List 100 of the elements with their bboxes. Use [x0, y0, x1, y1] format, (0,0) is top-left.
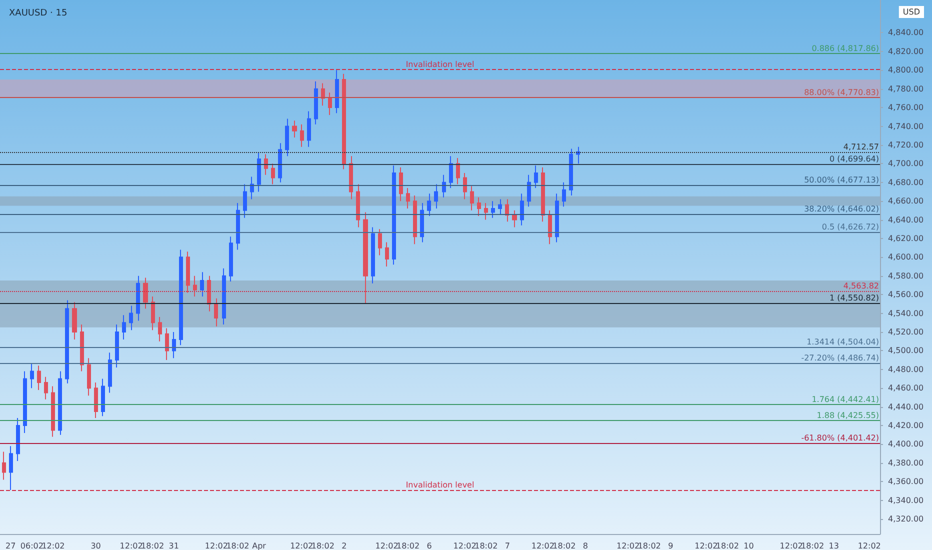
candlestick — [108, 352, 112, 394]
candlestick — [420, 202, 424, 243]
candlestick — [30, 363, 34, 389]
candlestick — [512, 210, 517, 228]
y-tick-label: 4,820.00 — [888, 46, 924, 56]
ref-line-label: 38.20% (4,646.02) — [804, 204, 879, 214]
x-tick-label: 12:02 — [858, 542, 881, 550]
y-tick-label: 4,660.00 — [888, 196, 924, 206]
x-tick-label: 13 — [828, 542, 839, 550]
x-tick-label: 18:02 — [311, 542, 334, 550]
candlestick — [179, 249, 183, 346]
candlestick — [555, 193, 559, 243]
ref-line-label: 1 (4,550.82) — [830, 294, 879, 303]
x-tick-label: 7 — [504, 542, 510, 550]
y-tick-label: 4,840.00 — [888, 28, 924, 38]
candlestick — [321, 82, 325, 106]
candlestick — [200, 272, 204, 297]
candlestick — [505, 198, 509, 222]
ref-line-label: 1.3414 (4,504.04) — [806, 337, 879, 346]
candlestick — [165, 328, 169, 361]
x-tick-label: 6 — [426, 542, 432, 550]
y-tick-label: 4,520.00 — [888, 327, 924, 336]
candlestick — [172, 331, 176, 359]
candlestick — [356, 184, 360, 228]
x-tick-label: 8 — [582, 542, 588, 550]
candlestick — [285, 118, 289, 157]
candlestick — [385, 242, 389, 268]
ref-line-label: 1.88 (4,425.55) — [816, 410, 879, 420]
candlestick — [371, 226, 375, 284]
candlestick — [158, 316, 162, 342]
x-tick-label: 2 — [342, 542, 347, 550]
y-tick-label: 4,540.00 — [888, 308, 924, 318]
candlestick — [16, 418, 20, 462]
y-tick-label: 4,600.00 — [888, 252, 924, 262]
ref-line-label: Invalidation level — [406, 60, 474, 70]
candlestick — [392, 165, 396, 266]
y-tick-label: 4,620.00 — [888, 234, 924, 243]
candlestick — [413, 194, 417, 245]
candlestick — [569, 148, 573, 196]
candlestick — [65, 300, 69, 384]
candlestick — [527, 174, 531, 208]
candlestick — [562, 182, 566, 208]
candlestick — [80, 324, 84, 372]
y-tick-label: 4,640.00 — [888, 215, 924, 224]
candlestick — [37, 365, 41, 390]
candlestick — [463, 172, 467, 200]
candlestick — [58, 370, 62, 436]
y-tick-label: 4,320.00 — [888, 514, 924, 524]
y-tick-label: 4,480.00 — [888, 364, 924, 374]
candlestick — [214, 298, 218, 327]
candlestick — [491, 200, 495, 218]
x-tick-label: 18:02 — [474, 542, 498, 550]
candlestick — [427, 193, 431, 217]
candlestick — [363, 212, 368, 304]
candlestick — [264, 154, 268, 176]
candlestick — [151, 296, 155, 331]
y-tick-label: 4,740.00 — [888, 122, 924, 131]
y-tick-label: 4,500.00 — [888, 346, 924, 356]
candlestick — [449, 156, 453, 188]
candlestick — [335, 70, 339, 114]
candlestick — [278, 142, 282, 183]
candlestick — [271, 163, 275, 185]
y-tick-label: 4,340.00 — [888, 496, 924, 505]
candlestick — [87, 358, 91, 396]
x-tick-label: 12:02 — [290, 542, 314, 550]
x-tick-label: 18:02 — [801, 542, 824, 550]
ref-line-label: 4,712.57 — [843, 142, 879, 152]
candlestick — [548, 210, 552, 245]
x-tick-label: 12:02 — [616, 542, 640, 550]
x-tick-label: 12:02 — [120, 542, 143, 550]
x-tick-label: 12:02 — [42, 542, 65, 550]
candlestick — [378, 228, 382, 256]
candlestick — [576, 146, 580, 164]
x-tick-label: Apr — [252, 542, 267, 550]
candlestick — [399, 166, 403, 202]
candlestick — [456, 158, 460, 185]
candlestick — [44, 376, 48, 400]
x-tick-label: 27 — [6, 542, 16, 550]
x-tick-label: 12:02 — [204, 542, 228, 550]
candlestick — [101, 378, 105, 417]
candlestick — [250, 176, 254, 200]
candlestick — [122, 314, 126, 340]
y-tick-label: 4,800.00 — [888, 66, 924, 75]
candlestick — [23, 370, 27, 434]
candlestick — [434, 184, 438, 210]
candlestick — [94, 382, 98, 419]
y-tick-label: 4,720.00 — [888, 140, 924, 150]
text: USD — [902, 8, 920, 16]
candlestick — [115, 324, 119, 368]
ref-line-label: 0.886 (4,817.86) — [812, 44, 879, 53]
x-tick-label: 9 — [668, 542, 674, 550]
x-tick-label: 18:02 — [716, 542, 739, 550]
x-tick-label: 18:02 — [141, 542, 164, 550]
ref-line-label: 0 (4,699.64) — [830, 154, 879, 164]
y-tick-label: 4,700.00 — [888, 159, 924, 168]
x-tick-label: 06:02 — [20, 542, 44, 550]
candlestick — [2, 451, 6, 480]
text: XAUUSD · 15 — [9, 8, 68, 18]
x-tick-label: 12:02 — [453, 542, 476, 550]
candlestick — [520, 193, 524, 226]
